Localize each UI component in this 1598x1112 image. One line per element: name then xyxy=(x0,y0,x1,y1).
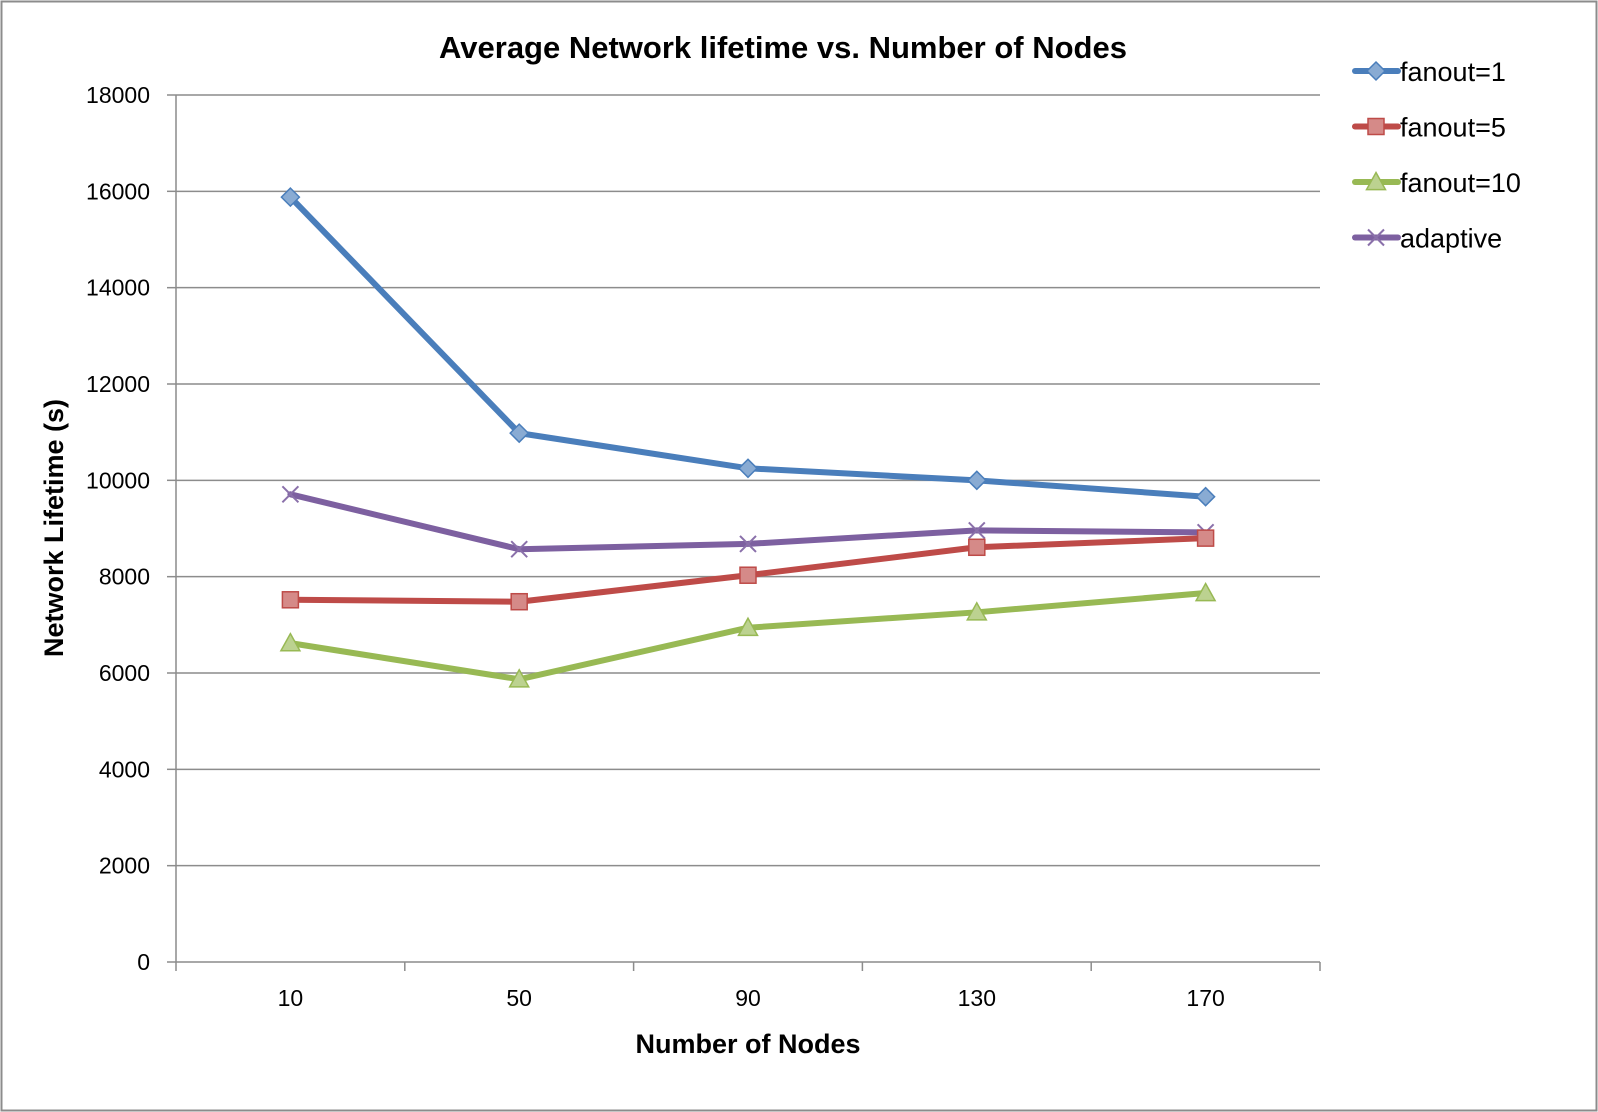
data-point[interactable] xyxy=(737,458,759,479)
data-point[interactable] xyxy=(510,540,528,558)
y-tick-label: 4000 xyxy=(99,756,150,782)
series-fanout=10 xyxy=(279,581,1217,688)
data-point[interactable] xyxy=(966,601,988,621)
x-tick-label: 50 xyxy=(506,985,532,1011)
axes xyxy=(167,94,1321,971)
series-fanout=5 xyxy=(281,529,1215,611)
data-point[interactable] xyxy=(508,668,530,688)
x-tick-label: 170 xyxy=(1186,985,1224,1011)
data-point[interactable] xyxy=(968,521,986,540)
chart-title: Average Network lifetime vs. Number of N… xyxy=(439,30,1127,65)
legend-item-fanout=10[interactable]: fanout=10 xyxy=(1352,168,1521,198)
legend-item-fanout=5[interactable]: fanout=5 xyxy=(1352,113,1506,143)
y-tick-label: 12000 xyxy=(86,371,150,397)
y-tick-label: 10000 xyxy=(86,467,150,493)
data-point[interactable] xyxy=(509,423,530,444)
data-point-stroke xyxy=(968,521,986,540)
y-tick-label: 2000 xyxy=(99,853,150,879)
data-point[interactable] xyxy=(737,616,759,637)
data-point[interactable] xyxy=(1194,581,1217,602)
x-tick-label: 130 xyxy=(958,985,996,1011)
legend-marker[interactable] xyxy=(1365,170,1387,191)
y-axis-label: Network Lifetime (s) xyxy=(39,399,69,657)
data-point[interactable] xyxy=(966,470,987,491)
legend-item-fanout=1[interactable]: fanout=1 xyxy=(1352,57,1506,87)
data-point-stroke xyxy=(739,535,757,553)
data-point[interactable] xyxy=(1196,529,1215,547)
y-tick-label: 16000 xyxy=(86,178,150,204)
series-group xyxy=(279,187,1217,688)
legend-label: adaptive xyxy=(1400,224,1502,254)
legend-item-adaptive[interactable]: adaptive xyxy=(1352,224,1502,254)
x-tick-label: 10 xyxy=(278,985,304,1011)
y-tick-label: 0 xyxy=(137,949,150,975)
y-tick-labels: 0 2000 4000 6000 8000 10000 12000 14000 16000 180… xyxy=(86,82,150,975)
y-tick-label: 6000 xyxy=(99,660,150,686)
data-point[interactable] xyxy=(1195,486,1216,507)
series-fanout=1 xyxy=(280,187,1216,507)
data-point[interactable] xyxy=(510,592,528,611)
data-point[interactable] xyxy=(739,535,757,553)
y-tick-label: 14000 xyxy=(86,275,150,301)
legend-label: fanout=10 xyxy=(1400,168,1521,198)
data-point[interactable] xyxy=(281,485,300,504)
data-point[interactable] xyxy=(280,187,301,208)
gridlines xyxy=(176,94,1320,867)
data-point-stroke xyxy=(281,485,300,504)
data-point[interactable] xyxy=(968,538,986,557)
x-axis-label: Number of Nodes xyxy=(635,1029,860,1059)
x-tick-label: 90 xyxy=(735,985,761,1011)
data-point-stroke xyxy=(510,540,528,558)
series-adaptive xyxy=(281,485,1215,558)
x-tick-labels: 10 50 90 130 170 xyxy=(278,985,1225,1011)
legend-marker[interactable] xyxy=(1365,60,1387,82)
data-point[interactable] xyxy=(281,591,300,609)
y-tick-label: 8000 xyxy=(99,564,150,590)
data-point[interactable] xyxy=(279,632,302,652)
legend-label: fanout=1 xyxy=(1400,57,1506,87)
y-tick-label: 18000 xyxy=(86,82,150,108)
legend-label: fanout=5 xyxy=(1400,113,1506,143)
legend-marker[interactable] xyxy=(1367,228,1385,247)
legend[interactable]: fanout=1 fanout=5 fanout=10 adaptive xyxy=(1352,57,1521,254)
data-point[interactable] xyxy=(739,566,757,584)
legend-marker[interactable] xyxy=(1367,117,1385,136)
legend-marker-stroke xyxy=(1367,228,1385,247)
